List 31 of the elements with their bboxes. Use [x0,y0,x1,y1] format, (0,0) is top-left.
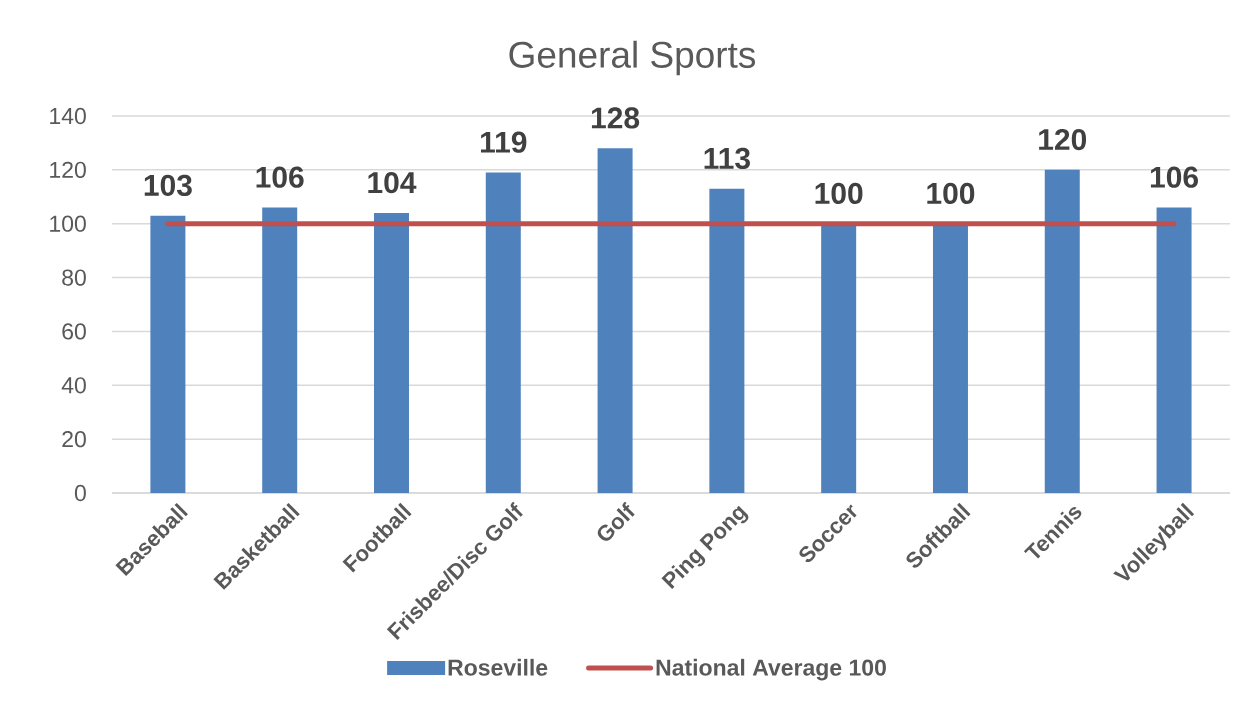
y-tick-label: 120 [50,161,86,178]
legend-label: National Average 100 [656,658,886,681]
bar [821,223,857,493]
data-label: 100 [927,182,975,205]
y-tick-label: 20 [62,431,86,448]
data-label: 106 [256,166,304,188]
data-label: 119 [480,131,527,153]
data-label: 128 [591,107,640,129]
bar [1156,207,1192,493]
y-tick-label: 40 [61,377,86,394]
y-tick-label: 100 [50,215,86,232]
y-tick-label: 80 [62,269,86,286]
bar [932,223,968,493]
data-label: 113 [704,147,750,170]
y-tick-label: 140 [50,107,86,125]
y-tick-label: 0 [74,484,86,502]
bar [150,215,186,493]
data-label: 100 [815,182,863,205]
y-tick-label: 60 [62,323,86,340]
bar [597,148,633,493]
bar [373,212,409,493]
legend-label: Roseville [448,658,548,676]
data-label: 120 [1039,128,1087,151]
bar [1044,169,1080,493]
bar [262,207,298,493]
data-label: 104 [368,171,417,194]
data-label: 106 [1150,166,1198,188]
chart-title: General Sports [509,40,756,76]
bar [485,172,521,493]
bar [709,188,745,493]
data-label: 103 [144,174,192,196]
